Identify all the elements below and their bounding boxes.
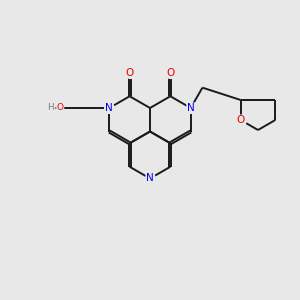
Text: N: N xyxy=(105,103,113,113)
Text: O: O xyxy=(125,68,134,78)
Text: O: O xyxy=(237,115,245,125)
Text: H: H xyxy=(47,103,54,112)
Text: O: O xyxy=(166,68,175,78)
Text: N: N xyxy=(187,103,195,113)
Text: O: O xyxy=(57,103,64,112)
Text: N: N xyxy=(146,173,154,184)
